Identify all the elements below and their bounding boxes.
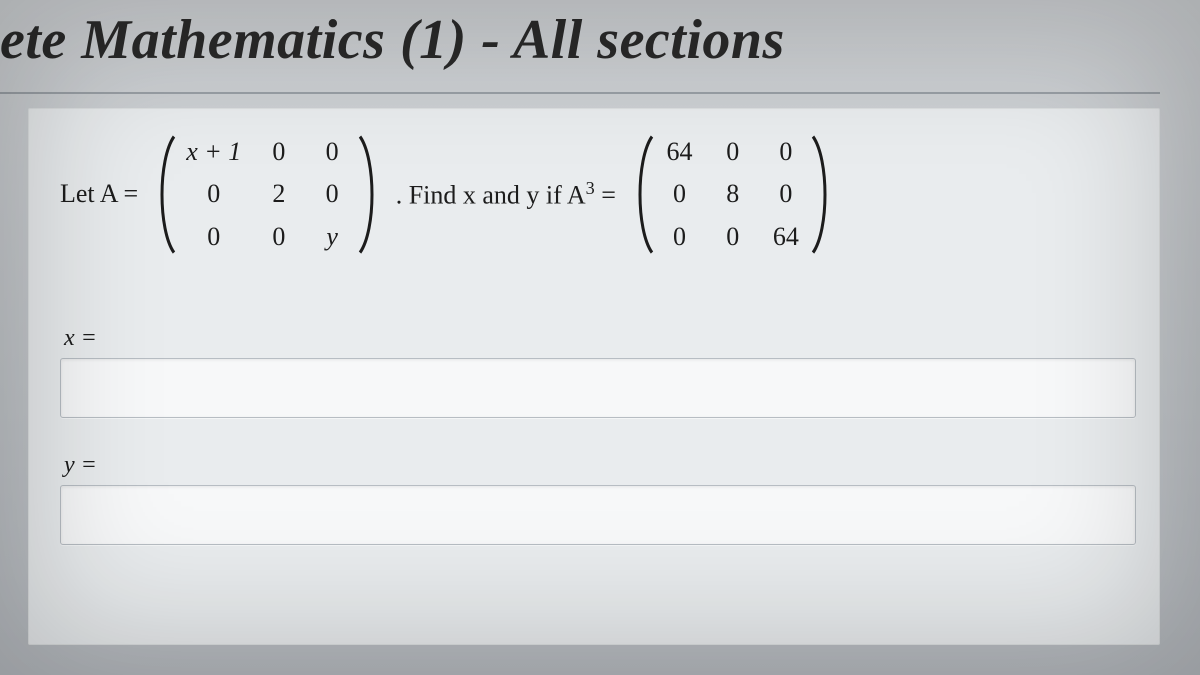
matrix-a-cell: 0 (263, 134, 294, 170)
left-paren-icon (630, 132, 656, 257)
matrix-a-grid: x + 1 0 0 0 2 0 0 0 y (178, 132, 355, 257)
answer-row-x: x = (60, 325, 1134, 418)
matrix-b-grid: 64 0 0 0 8 0 0 0 64 (656, 132, 810, 257)
title-divider (0, 92, 1160, 94)
matrix-a: x + 1 0 0 0 2 0 0 0 y (152, 132, 381, 257)
answer-row-y: y = (60, 452, 1134, 545)
answer-block: x = y = (60, 325, 1134, 545)
page: ete Mathematics (1) - All sections Let A… (0, 0, 1200, 675)
matrix-a-cell: 0 (186, 176, 241, 212)
exponent: 3 (586, 178, 595, 198)
matrix-b-cell: 0 (664, 219, 695, 255)
right-paren-icon (809, 132, 835, 257)
matrix-b-cell: 0 (717, 134, 748, 170)
y-label: y = (60, 452, 1134, 479)
matrix-a-cell: 0 (317, 176, 348, 212)
right-paren-icon (356, 132, 382, 257)
matrix-b-cell: 0 (770, 134, 801, 170)
y-input[interactable] (60, 485, 1136, 545)
matrix-a-cell: 0 (186, 219, 241, 255)
matrix-b: 64 0 0 0 8 0 0 0 64 (630, 132, 836, 257)
matrix-b-cell: 0 (770, 176, 801, 212)
matrix-a-cell: x + 1 (186, 134, 241, 170)
page-title: ete Mathematics (1) - All sections (0, 0, 1200, 90)
x-input[interactable] (60, 358, 1136, 418)
matrix-b-cell: 0 (664, 176, 695, 212)
matrix-b-cell: 64 (664, 134, 695, 170)
matrix-a-cell: y (317, 219, 348, 255)
x-label: x = (60, 325, 1134, 352)
matrix-b-cell: 0 (717, 219, 748, 255)
matrix-a-cell: 0 (263, 219, 294, 255)
matrix-a-cell: 2 (263, 176, 294, 212)
matrix-b-cell: 8 (717, 176, 748, 212)
mid-text: . Find x and y if A3 = (396, 176, 616, 214)
let-text: Let A = (60, 176, 138, 212)
left-paren-icon (152, 132, 178, 257)
question-panel: Let A = x + 1 0 0 0 2 0 0 0 y (28, 108, 1160, 645)
problem-statement: Let A = x + 1 0 0 0 2 0 0 0 y (60, 132, 1134, 257)
matrix-b-cell: 64 (770, 219, 801, 255)
matrix-a-cell: 0 (317, 134, 348, 170)
